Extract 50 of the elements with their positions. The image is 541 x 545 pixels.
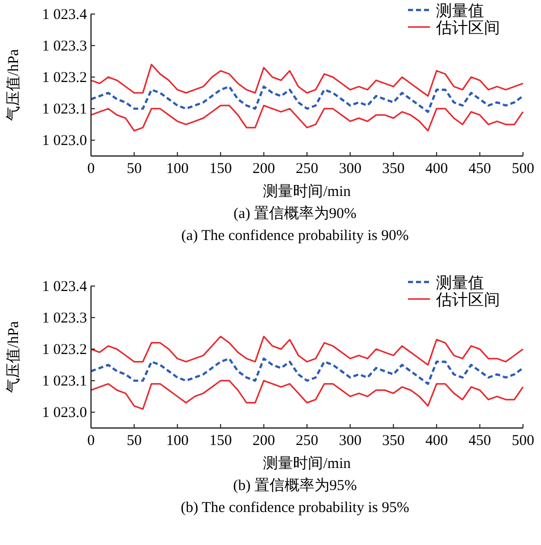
x-tick-label: 100 [166,161,189,177]
line-series [90,64,524,97]
y-tick-label: 1 023.2 [42,342,87,358]
line-series [90,104,524,132]
x-tick-label: 350 [382,433,405,449]
x-tick-label: 250 [296,433,318,449]
x-tick-label: 400 [425,433,448,449]
x-tick-label: 0 [87,161,95,177]
x-tick-label: 350 [382,161,405,177]
x-tick-label: 200 [252,161,276,177]
x-tick-label: 0 [87,433,95,449]
legend-label: 估计区间 [435,291,500,309]
line-series [90,380,524,410]
y-tick-label: 1 023.1 [42,102,87,118]
y-tick-label: 1 023.4 [42,279,88,295]
x-tick-label: 150 [209,161,232,177]
x-tick-label: 150 [209,433,232,449]
x-tick-label: 50 [126,161,142,177]
text: (b) The confidence probability is 95% [180,500,410,516]
x-tick-label: 300 [338,161,362,177]
x-tick-label: 250 [296,161,318,177]
legend-label: 测量值 [436,275,484,292]
y-axis-title: 气压值/hPa [5,320,22,393]
x-tick-label: 500 [512,433,534,449]
y-tick-label: 1 023.0 [42,133,87,150]
line-series [90,357,524,385]
x-tick-label: 450 [468,433,492,449]
x-tick-label: 450 [468,161,492,177]
x-axis-title: 测量时间/min [263,455,352,472]
x-tick-label: 300 [338,433,362,449]
y-axis-title: 气压值/hPa [5,48,22,121]
x-tick-label: 400 [425,161,448,177]
y-tick-label: 1 023.3 [42,310,87,327]
legend-label: 估计区间 [435,19,500,37]
text: (b) 置信概率为95% [233,477,357,494]
x-tick-label: 100 [166,433,189,449]
y-tick-label: 1 023.3 [42,38,87,55]
text: (a) 置信概率为90% [234,205,356,222]
y-tick-label: 1 023.1 [42,374,87,390]
x-tick-label: 500 [512,161,534,177]
legend-label: 测量值 [436,3,484,20]
text: (a) The confidence probability is 90% [181,228,409,244]
line-series [90,336,524,366]
y-tick-label: 1 023.0 [42,405,87,422]
y-tick-label: 1 023.2 [42,70,87,86]
y-tick-label: 1 023.4 [42,7,88,23]
x-tick-label: 50 [126,433,142,449]
x-tick-label: 200 [252,433,276,449]
x-axis-title: 测量时间/min [263,183,352,200]
line-series [90,85,524,113]
